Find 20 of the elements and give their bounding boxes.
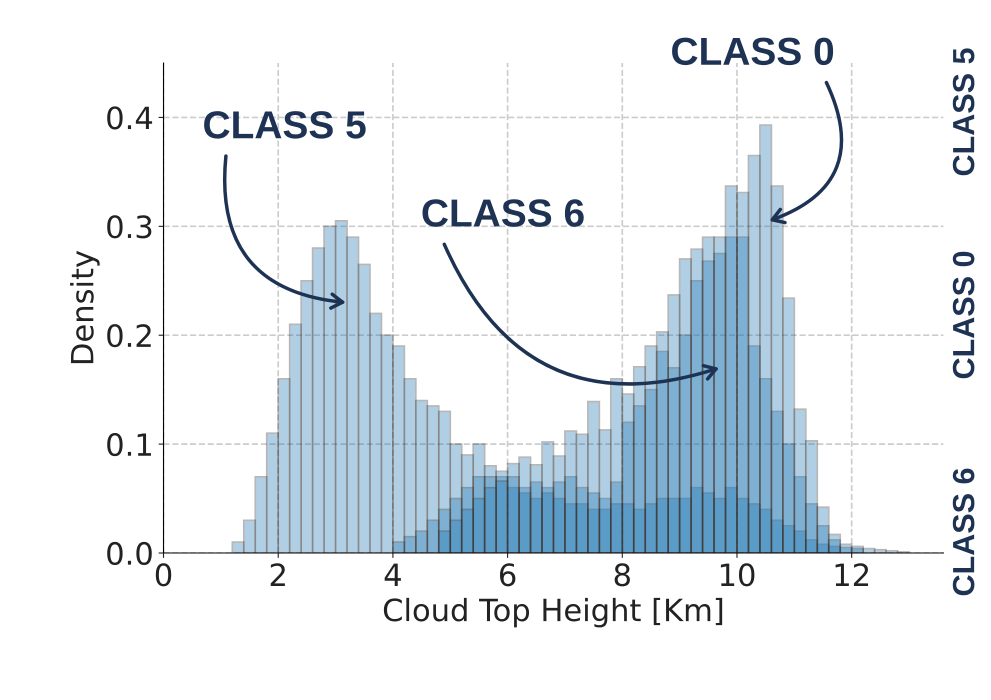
y-tick-label: 0.2 — [107, 324, 151, 348]
annotation: CLASS 5 — [204, 111, 366, 139]
x-tick-label: 6 — [500, 563, 516, 586]
x-axis-title: Cloud Top Height [Km] — [384, 598, 722, 628]
y-axis-title: Density — [70, 250, 100, 364]
text: CLASS 5 — [952, 48, 974, 176]
y-tick-label: 0.3 — [107, 215, 152, 238]
annotation: CLASS 6 — [422, 199, 584, 227]
y-tick-label: 0.1 — [107, 433, 151, 456]
x-tick-label: 12 — [836, 563, 868, 586]
x-tick-label: 10 — [720, 563, 754, 586]
text: CLASS 6 — [952, 468, 974, 596]
y-tick-label: 0.4 — [107, 106, 152, 130]
text: CLASS 0 — [952, 252, 974, 378]
x-tick-label: 4 — [384, 564, 401, 586]
x-tick-label: 2 — [270, 563, 285, 586]
x-tick-label: 8 — [614, 563, 630, 586]
x-tick-label: 0 — [156, 563, 172, 586]
annotation: CLASS 0 — [672, 38, 834, 66]
y-tick-label: 0.0 — [107, 542, 152, 566]
